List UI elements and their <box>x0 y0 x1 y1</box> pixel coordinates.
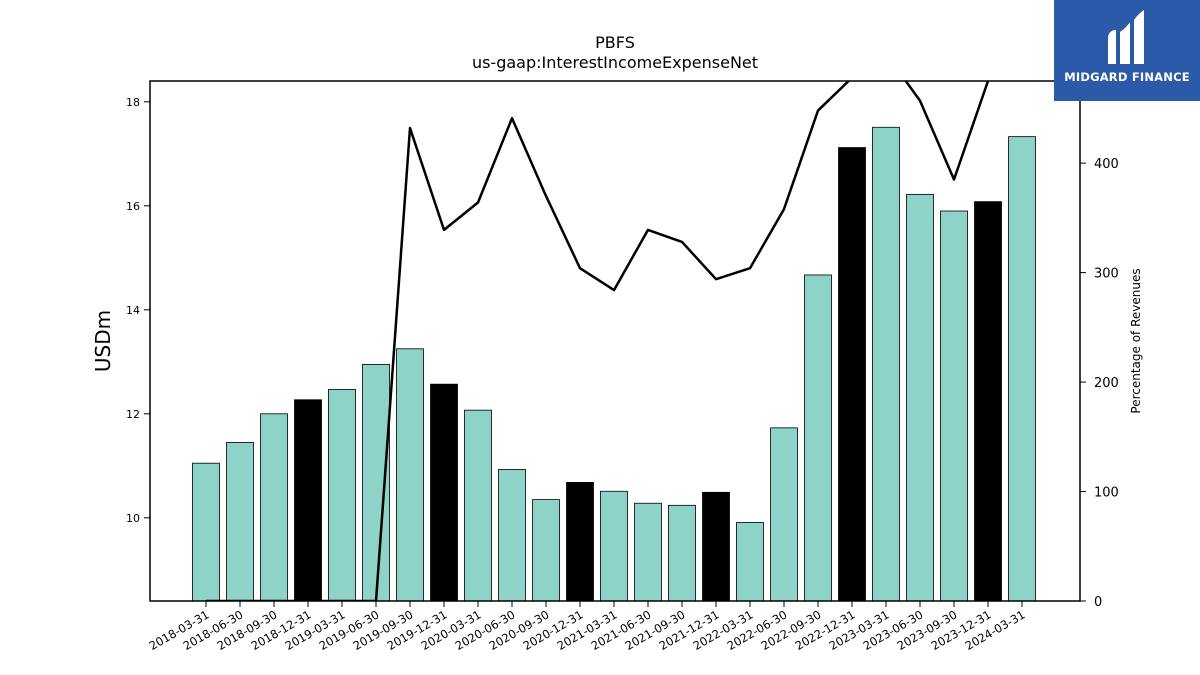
bar <box>804 274 832 602</box>
chart-title: PBFS <box>595 33 635 52</box>
bar <box>872 126 900 602</box>
y-tick-label: 12 <box>126 408 140 421</box>
bar <box>974 201 1002 602</box>
y-axis-right-label: Percentage of Revenues <box>1129 268 1143 413</box>
y-axis-right: 0 100 200 300 400 <box>1080 157 1119 610</box>
y-tick-label: 14 <box>126 304 140 317</box>
chart-subtitle: us-gaap:InterestIncomeExpenseNet <box>472 53 758 72</box>
brand-logo: MIDGARD FINANCE <box>1054 0 1200 101</box>
x-axis: 2018-03-312018-06-302018-09-302018-12-31… <box>147 601 1028 653</box>
bar <box>906 193 934 602</box>
y-axis-label: USDm <box>91 310 115 372</box>
bar <box>668 504 696 602</box>
y-right-tick-label: 200 <box>1094 376 1119 391</box>
y-tick-label: 16 <box>126 200 140 213</box>
bar <box>838 147 866 602</box>
y-right-tick-label: 100 <box>1094 486 1119 501</box>
bar <box>600 490 628 602</box>
bar <box>736 522 764 602</box>
plot-frame <box>149 80 1081 602</box>
bar <box>940 210 968 602</box>
y-right-tick-label: 0 <box>1094 595 1102 610</box>
bar <box>396 348 424 602</box>
bar <box>430 383 458 602</box>
line-series <box>206 81 990 601</box>
y-axis-left: 10 12 14 16 18 <box>126 96 150 525</box>
y-tick-label: 10 <box>126 512 140 525</box>
bar <box>498 469 526 602</box>
bar <box>226 441 254 602</box>
bar <box>328 388 356 602</box>
y-right-tick-label: 400 <box>1094 157 1119 172</box>
bar-series <box>192 126 1036 602</box>
y-right-tick-label: 300 <box>1094 267 1119 282</box>
bar <box>294 399 322 602</box>
bar <box>702 491 730 602</box>
logo-text: MIDGARD FINANCE <box>1064 70 1190 84</box>
bar <box>192 462 220 602</box>
bar <box>532 499 560 602</box>
bar <box>260 413 288 602</box>
bar <box>566 482 594 602</box>
ratio-line <box>206 81 990 601</box>
bar <box>770 427 798 602</box>
bar <box>634 502 662 602</box>
y-tick-label: 18 <box>126 96 140 109</box>
bar <box>464 409 492 602</box>
bar <box>1008 136 1036 602</box>
logo-mark-icon <box>1108 10 1144 64</box>
